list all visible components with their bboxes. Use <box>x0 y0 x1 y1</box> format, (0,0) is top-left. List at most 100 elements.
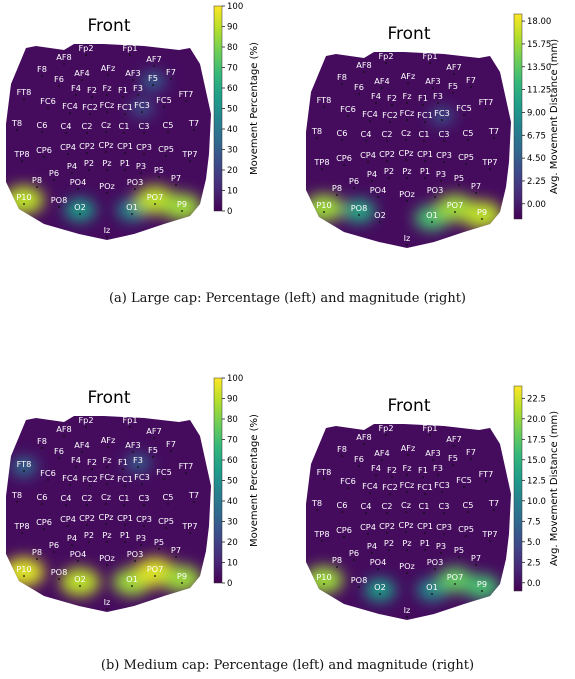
colorbar-tick-label: 5.0 <box>527 538 541 548</box>
electrode-label: F5 <box>448 81 458 91</box>
electrode-label: PO8 <box>51 567 68 577</box>
electrode-label: FC1 <box>117 102 133 112</box>
electrode-label: F4 <box>71 83 81 93</box>
electrode-label: CP1 <box>117 141 133 151</box>
electrode-label: F4 <box>371 463 381 473</box>
electrode-label: O1 <box>126 574 138 584</box>
electrode-label: C3 <box>439 501 450 511</box>
electrode-label: F7 <box>466 447 476 457</box>
electrode-label: T8 <box>11 118 22 128</box>
hotspot <box>342 199 376 223</box>
electrode-label: P3 <box>136 161 146 171</box>
electrode-label: CP3 <box>136 142 152 152</box>
electrode-label: CP2 <box>79 513 95 523</box>
electrode-label: CP6 <box>36 517 52 527</box>
electrode-label: C6 <box>337 500 348 510</box>
hotspot <box>464 574 500 600</box>
electrode-label: Pz <box>102 530 111 540</box>
electrode-label: FCz <box>400 480 415 490</box>
electrode-label: F2 <box>387 93 397 103</box>
electrode-label: CP6 <box>36 145 52 155</box>
electrode-label: O2 <box>74 202 86 212</box>
electrode-label: Pz <box>402 166 411 176</box>
electrode-label: CP2 <box>79 141 95 151</box>
electrode-label: PO8 <box>351 203 368 213</box>
electrode-label: CP6 <box>336 153 352 163</box>
electrode-label: FC5 <box>456 475 472 485</box>
electrode-label: CP1 <box>417 521 433 531</box>
colorbar-tick-label: 0.00 <box>527 200 546 210</box>
colorbar-label: Avg. Movement Distance (mm) <box>549 411 560 566</box>
electrode-label: POz <box>99 181 115 191</box>
topomap-field <box>6 416 211 612</box>
electrode-label: AF3 <box>425 448 441 458</box>
electrode-label: O2 <box>74 574 86 584</box>
electrode-label: P8 <box>332 555 342 565</box>
electrode-label: AFz <box>101 435 116 445</box>
electrode-label: CP5 <box>158 516 174 526</box>
electrode-label: C4 <box>361 129 372 139</box>
electrode-label: P8 <box>332 183 342 193</box>
electrode-label: AF8 <box>356 60 372 70</box>
electrode-label: P10 <box>16 192 31 202</box>
electrode-label: F5 <box>448 453 458 463</box>
topomap-field <box>306 424 511 620</box>
electrode-label: F5 <box>148 73 158 83</box>
electrode-label: C5 <box>463 128 474 138</box>
electrode-label: O2 <box>374 582 386 592</box>
electrode-label: AF8 <box>56 52 72 62</box>
colorbar-tick-label: 50 <box>227 105 238 115</box>
colorbar-label: Movement Percentage (%) <box>249 42 260 175</box>
electrode-label: Cz <box>401 128 411 138</box>
electrode-label: FC4 <box>62 101 78 111</box>
electrode-label: FC4 <box>362 481 378 491</box>
colorbar-tick-label: 10 <box>227 187 238 197</box>
electrode-label: Fz <box>402 91 411 101</box>
hotspot <box>162 193 202 221</box>
electrode-label: FCz <box>100 472 115 482</box>
electrode-label: C1 <box>119 121 130 131</box>
electrode-label: F6 <box>54 74 64 84</box>
electrode-label: C6 <box>37 492 48 502</box>
electrode-label: CP6 <box>336 525 352 535</box>
electrode-label: F2 <box>87 85 97 95</box>
electrode-label: Cz <box>101 492 111 502</box>
panel-a-left: Front Fp2 Fp1 AF8 AF4 AFz AF3 AF7 F8 F6 F4 F2 Fz F1 F3… <box>0 0 285 254</box>
electrode-label: FC2 <box>82 474 98 484</box>
electrode-label: Fp2 <box>378 423 393 433</box>
electrode-label: F6 <box>354 454 364 464</box>
electrode-label: C2 <box>82 493 93 503</box>
electrode-label: O1 <box>126 202 138 212</box>
electrode-label: CPz <box>399 520 414 530</box>
electrode-label: P9 <box>477 207 487 217</box>
electrode-label: CP3 <box>436 522 452 532</box>
electrode-label: F8 <box>37 436 47 446</box>
electrode-label: Fz <box>102 83 111 93</box>
electrode-label: F3 <box>133 83 143 93</box>
electrode-label: PO3 <box>127 177 144 187</box>
electrode-label: T7 <box>188 118 199 128</box>
colorbar: 0 10 20 30 40 50 60 70 80 90 100 Movement Percentag… <box>213 2 260 217</box>
electrode-label: TP8 <box>13 149 29 159</box>
electrode-label: TP8 <box>313 529 329 539</box>
colorbar-tick-label: 13.50 <box>527 63 551 73</box>
electrode-label: FC2 <box>382 482 398 492</box>
electrode-label: Pz <box>402 538 411 548</box>
electrode-label: FCz <box>400 108 415 118</box>
electrode-label: Fz <box>102 455 111 465</box>
colorbar-tick-label: 18.00 <box>527 17 551 27</box>
electrode-label: PO3 <box>127 549 144 559</box>
electrode-label: FC6 <box>40 96 56 106</box>
electrode-label: FC5 <box>156 467 172 477</box>
electrode-label: FC1 <box>417 110 433 120</box>
electrode-label: P7 <box>171 173 181 183</box>
electrode-label: P4 <box>367 541 377 551</box>
colorbar-tick-label: 6.75 <box>527 131 546 141</box>
colorbar-tick-label: 22.5 <box>527 394 546 404</box>
electrode-label: CP3 <box>136 514 152 524</box>
colorbar-tick-label: 70 <box>227 436 238 446</box>
electrode-label: F7 <box>466 75 476 85</box>
electrode-label: TP8 <box>13 521 29 531</box>
colorbar-tick-label: 2.5 <box>527 558 541 568</box>
